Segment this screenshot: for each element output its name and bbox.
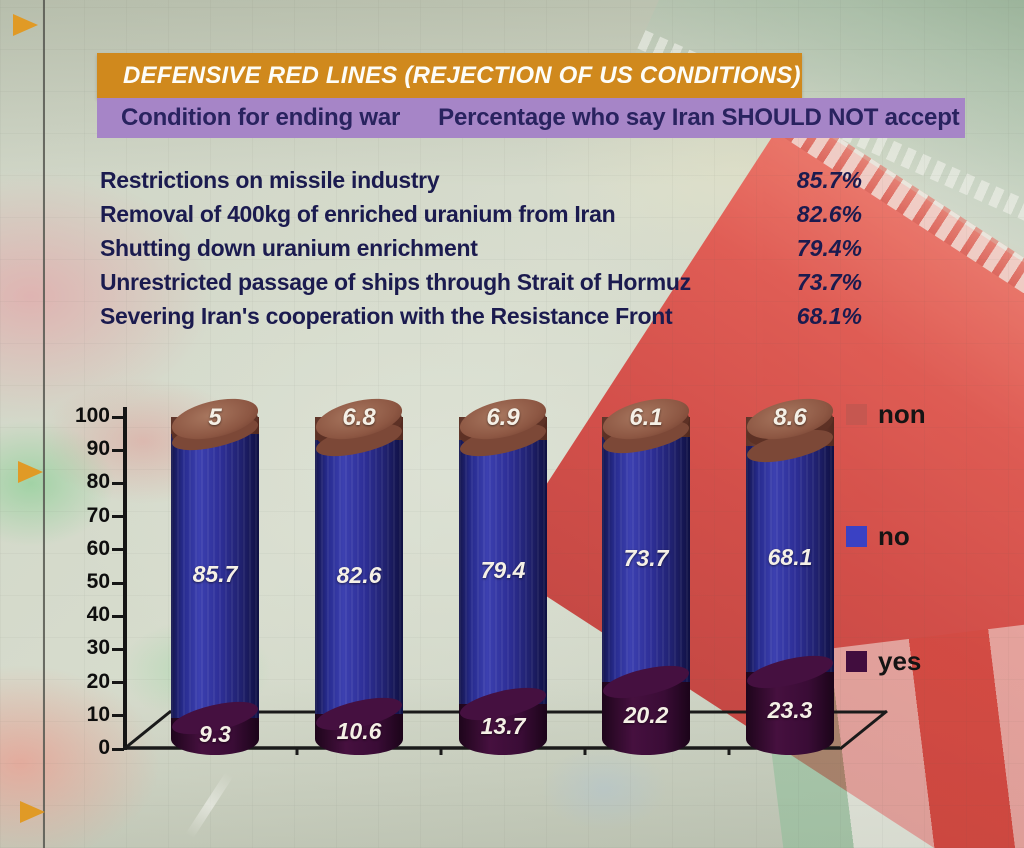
y-axis-tick-mark [112,747,124,751]
condition-label: Severing Iran's cooperation with the Res… [100,302,673,329]
left-guide-line [43,0,45,848]
bar-value-no: 85.7 [192,560,238,587]
page-title: DEFENSIVE RED LINES (REJECTION OF US CON… [123,61,801,89]
y-axis-tick-mark [112,681,124,685]
bar-value-yes: 9.3 [199,720,231,747]
bar-value-no: 73.7 [623,544,669,571]
bar-segment-no [315,439,403,714]
bar-value-non: 6.8 [342,404,376,431]
stacked-bar: 6.9 79.4 13.7 [456,391,550,757]
y-axis-tick-label: 50 [86,570,110,593]
y-axis-tick-mark [112,548,124,552]
list-item: Shutting down uranium enrichment 79.4% [100,231,862,265]
legend-item: no [846,521,910,552]
bar-value-yes: 23.3 [767,697,813,724]
legend-swatch-icon [846,526,867,547]
list-item: Restrictions on missile industry 85.7% [100,163,862,197]
stacked-bar: 8.6 68.1 23.3 [743,391,837,757]
bar-value-non: 5 [208,404,222,431]
bar-value-non: 6.9 [486,404,520,431]
bar-segment-no [171,433,259,719]
bar-value-no: 82.6 [336,561,382,588]
column-header-banner: Condition for ending war Percentage who … [97,98,965,138]
legend-label: non [878,399,926,429]
left-marker-triangle-icon [20,801,45,823]
y-axis-tick-mark [112,415,124,419]
condition-value: 68.1% [796,302,862,329]
legend-item: yes [846,646,921,677]
y-axis-tick-label: 30 [86,636,110,660]
y-axis-tick-label: 0 [98,736,110,759]
legend-swatch-icon [846,404,867,425]
title-banner: DEFENSIVE RED LINES (REJECTION OF US CON… [97,53,802,98]
y-axis-tick-mark [112,614,124,618]
y-axis-tick-mark [112,714,124,718]
y-axis-tick-mark [112,481,124,485]
left-marker-triangle-icon [13,14,38,36]
y-axis-tick-label: 10 [86,702,110,726]
conditions-list: Restrictions on missile industry 85.7% R… [100,163,862,333]
condition-value: 79.4% [796,234,862,261]
y-axis-tick-label: 40 [86,603,110,627]
bar-value-non: 6.1 [629,404,663,431]
bar-value-no: 79.4 [480,556,526,583]
condition-value: 82.6% [796,200,862,227]
y-axis-tick-mark [112,581,124,585]
condition-value: 73.7% [796,268,862,295]
bar-value-yes: 20.2 [623,702,669,729]
left-marker-triangle-icon [18,461,43,483]
list-item: Severing Iran's cooperation with the Res… [100,299,862,333]
bar-segment-no [459,439,547,704]
y-axis-tick-label: 70 [86,503,110,527]
y-axis-tick-mark [112,647,124,651]
column-header-percentage: Percentage who say Iran SHOULD NOT accep… [438,104,960,131]
y-axis-tick-label: 80 [86,470,110,494]
bar-value-yes: 10.6 [336,718,382,745]
bar-value-no: 68.1 [767,543,813,570]
bar-value-yes: 13.7 [480,713,526,740]
legend-swatch-icon [846,651,867,672]
bar-segment-no [746,445,834,672]
y-axis-tick-label: 20 [86,669,110,693]
bar-value-non: 8.6 [773,404,807,431]
column-header-condition: Condition for ending war [121,104,401,131]
y-axis-tick-label: 60 [86,536,110,560]
condition-label: Shutting down uranium enrichment [100,234,478,261]
stacked-bar: 6.8 82.6 10.6 [312,391,406,757]
stacked-bar: 5 85.7 9.3 [168,391,262,757]
y-axis-tick-mark [112,448,124,452]
stacked-bar: 6.1 73.7 20.2 [599,391,693,757]
list-item: Removal of 400kg of enriched uranium fro… [100,197,862,231]
list-item: Unrestricted passage of ships through St… [100,265,862,299]
y-axis-tick-label: 90 [86,437,110,461]
condition-label: Unrestricted passage of ships through St… [100,268,691,295]
legend-item: non [846,399,926,430]
y-axis-tick-mark [112,515,124,519]
bar-segment-no [602,437,690,682]
legend-label: yes [878,646,922,676]
condition-label: Removal of 400kg of enriched uranium fro… [100,200,616,227]
legend-label: no [878,521,910,551]
y-axis-tick-label: 100 [74,404,110,427]
condition-value: 85.7% [796,166,862,193]
condition-label: Restrictions on missile industry [100,166,440,193]
